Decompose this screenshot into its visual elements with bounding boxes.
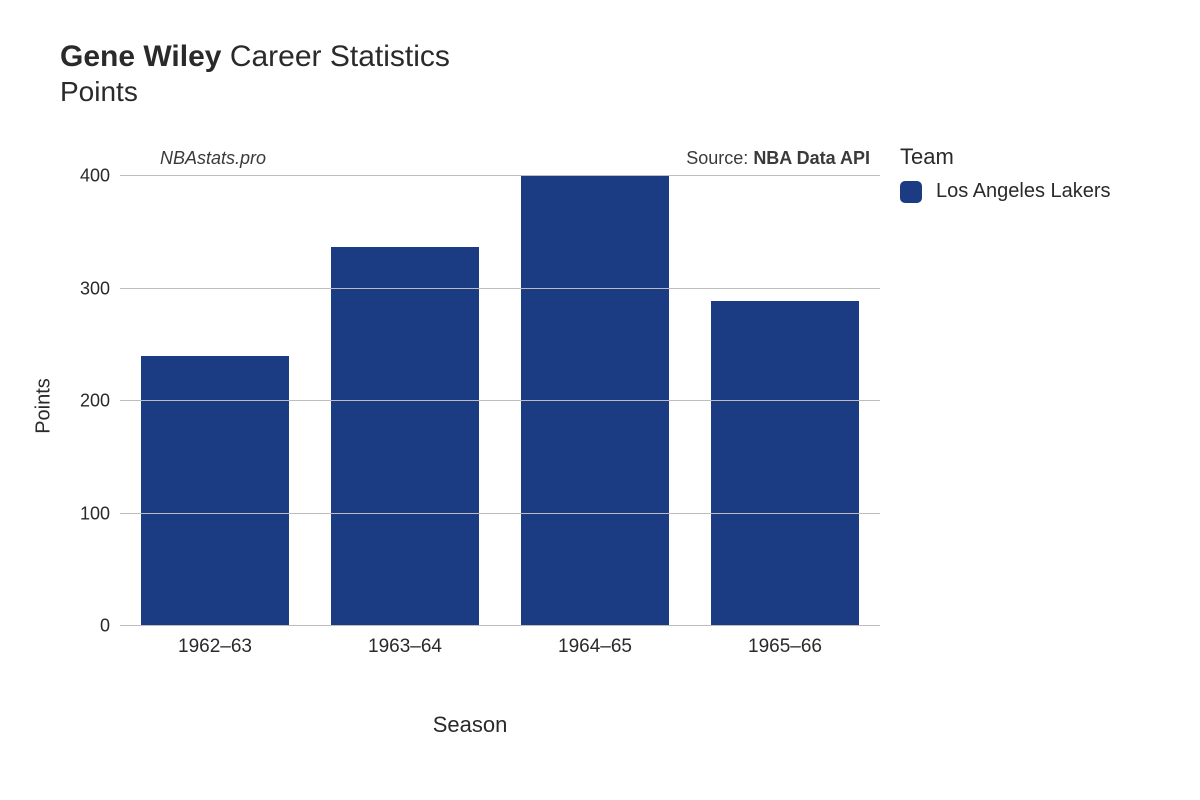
legend-label: Los Angeles Lakers (936, 180, 1111, 203)
legend: Team Los Angeles Lakers (880, 126, 1111, 686)
title-rest: Career Statistics (230, 40, 450, 73)
legend-swatch (900, 181, 922, 203)
x-tick-label: 1962–63 (178, 626, 252, 658)
bar (141, 356, 289, 626)
chart-subtitle: Points (60, 76, 1150, 108)
title-block: Gene Wiley Career Statistics Points (60, 40, 1150, 108)
chart-container: Gene Wiley Career Statistics Points 1962… (0, 0, 1200, 716)
legend-item: Los Angeles Lakers (900, 180, 1111, 203)
gridline (120, 288, 880, 289)
annotation-source: Source: NBA Data API (686, 148, 870, 169)
bar (331, 247, 479, 626)
chart-title: Gene Wiley Career Statistics (60, 40, 1150, 74)
bar (521, 176, 669, 626)
bar-slot: 1964–65 (500, 176, 690, 626)
gridline (120, 175, 880, 176)
bar-slot: 1962–63 (120, 176, 310, 626)
gridline (120, 400, 880, 401)
x-tick-label: 1965–66 (748, 626, 822, 658)
x-tick-label: 1964–65 (558, 626, 632, 658)
bar (711, 301, 859, 626)
x-tick-label: 1963–64 (368, 626, 442, 658)
y-tick-label: 400 (70, 166, 120, 187)
chart-row: 1962–631963–641964–651965–66 NBAstats.pr… (60, 126, 1150, 686)
chart-area: 1962–631963–641964–651965–66 NBAstats.pr… (60, 126, 880, 686)
y-tick-label: 300 (70, 278, 120, 299)
annotation-site: NBAstats.pro (160, 148, 266, 169)
y-tick-label: 200 (70, 391, 120, 412)
gridline (120, 513, 880, 514)
x-axis-label: Season (433, 712, 508, 738)
title-bold: Gene Wiley (60, 40, 221, 73)
annotation-source-bold: NBA Data API (753, 148, 870, 168)
y-tick-label: 0 (70, 616, 120, 637)
annotation-source-prefix: Source: (686, 148, 753, 168)
bar-slot: 1963–64 (310, 176, 500, 626)
bar-slot: 1965–66 (690, 176, 880, 626)
plot-region: 1962–631963–641964–651965–66 NBAstats.pr… (120, 176, 880, 626)
gridline (120, 625, 880, 626)
y-axis-label: Points (32, 378, 55, 434)
legend-title: Team (900, 144, 1111, 170)
y-tick-label: 100 (70, 503, 120, 524)
bars-group: 1962–631963–641964–651965–66 (120, 176, 880, 626)
